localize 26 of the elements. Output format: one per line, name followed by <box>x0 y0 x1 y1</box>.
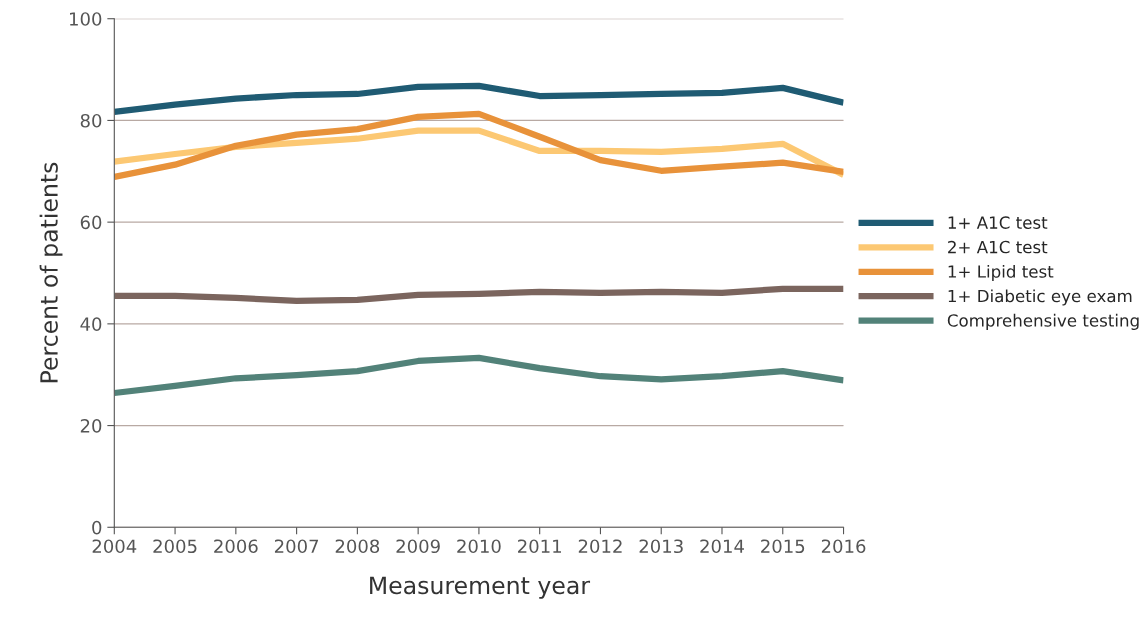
x-tick-label: 2010 <box>457 539 501 554</box>
x-tick-label: 2011 <box>518 539 561 554</box>
legend-label: Comprehensive testing <box>947 313 1139 330</box>
x-tick-label: 2007 <box>274 539 319 554</box>
x-tick-label: 2009 <box>396 539 440 554</box>
x-tick-label: 2013 <box>639 539 683 554</box>
legend-label: 1+ Lipid test <box>948 264 1054 282</box>
x-tick-label: 2014 <box>700 539 744 554</box>
x-tick-label: 2005 <box>153 539 197 554</box>
legend-label: 1+ A1C test <box>948 216 1048 229</box>
y-tick-label: 60 <box>80 215 102 230</box>
x-axis-title: Measurement year <box>370 576 591 599</box>
legend-label: 2+ A1C test <box>948 240 1048 254</box>
x-tick-label: 2015 <box>761 539 805 554</box>
y-tick-label: 0 <box>92 520 102 535</box>
x-tick-label: 2004 <box>92 539 137 554</box>
y-axis-title: Percent of patients <box>39 162 63 383</box>
legend-label: 1+ Diabetic eye exam <box>948 289 1132 306</box>
x-tick-label: 2012 <box>578 539 622 554</box>
x-tick-label: 2008 <box>335 539 380 554</box>
x-tick-label: 2006 <box>214 539 258 554</box>
y-tick-label: 80 <box>80 113 102 128</box>
x-tick-label: 2016 <box>821 539 866 554</box>
y-tick-label: 40 <box>80 317 102 331</box>
y-tick-label: 20 <box>80 419 102 433</box>
y-tick-label: 100 <box>70 12 102 26</box>
